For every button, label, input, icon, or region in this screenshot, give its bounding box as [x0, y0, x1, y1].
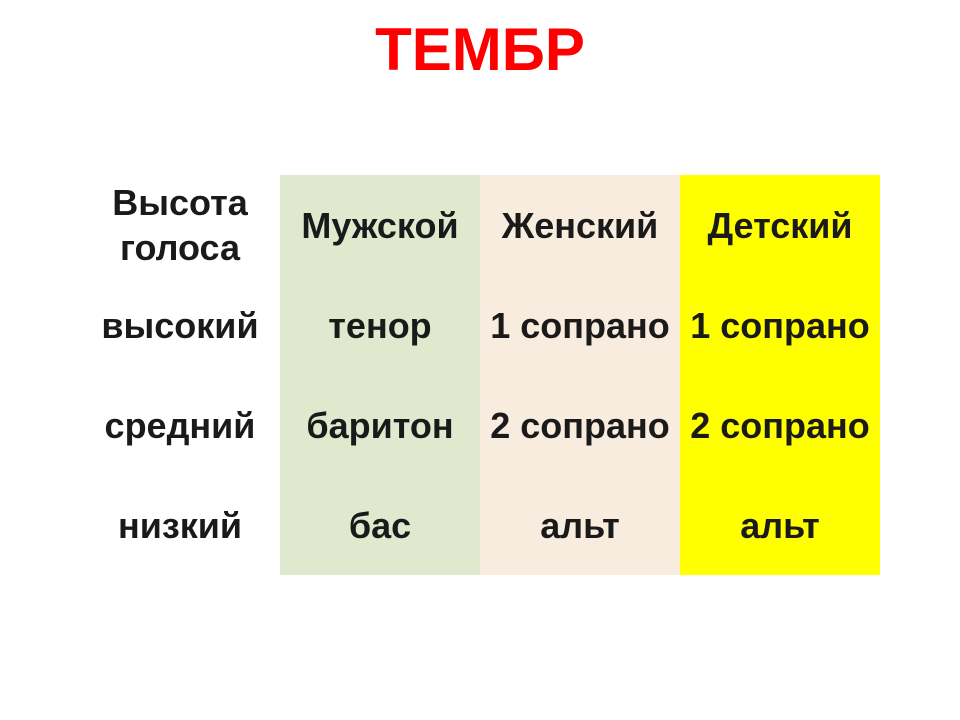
slide-title: ТЕМБР [0, 18, 960, 81]
table-row: высокий тенор 1 сопрано 1 сопрано [80, 275, 880, 375]
col-header-female: Женский [480, 175, 680, 275]
cell-male: тенор [280, 275, 480, 375]
cell-pitch: высокий [80, 275, 280, 375]
timbre-table: Высота голоса Мужской Женский Детский вы… [80, 175, 880, 575]
cell-pitch: низкий [80, 475, 280, 575]
table-row: низкий бас альт альт [80, 475, 880, 575]
cell-child: 2 сопрано [680, 375, 880, 475]
cell-pitch: средний [80, 375, 280, 475]
cell-female: 1 сопрано [480, 275, 680, 375]
cell-female: 2 сопрано [480, 375, 680, 475]
cell-male: баритон [280, 375, 480, 475]
cell-child: альт [680, 475, 880, 575]
table-header-row: Высота голоса Мужской Женский Детский [80, 175, 880, 275]
cell-male: бас [280, 475, 480, 575]
col-header-child: Детский [680, 175, 880, 275]
cell-child: 1 сопрано [680, 275, 880, 375]
cell-female: альт [480, 475, 680, 575]
col-header-pitch: Высота голоса [80, 175, 280, 275]
col-header-male: Мужской [280, 175, 480, 275]
table-row: средний баритон 2 сопрано 2 сопрано [80, 375, 880, 475]
slide: ТЕМБР Высота голоса Мужской Женский Детс… [0, 0, 960, 720]
table: Высота голоса Мужской Женский Детский вы… [80, 175, 880, 575]
